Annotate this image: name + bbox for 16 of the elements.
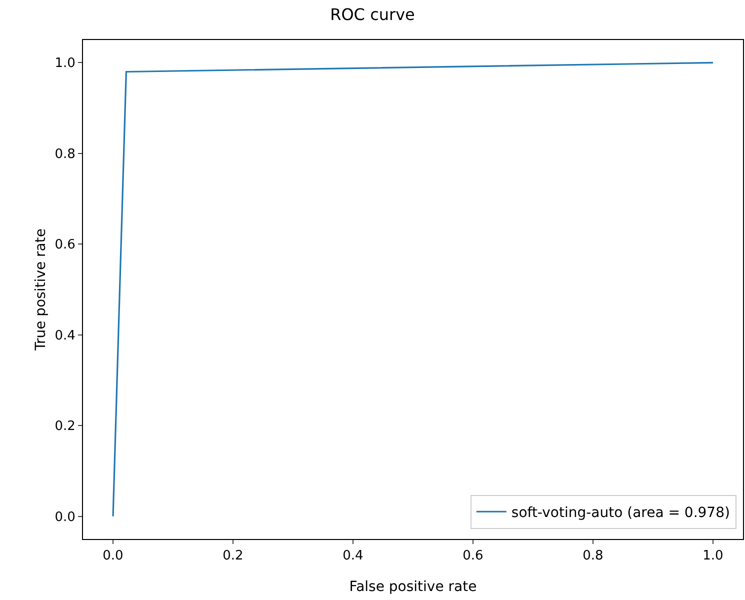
x-tick-label: 1.0 [702, 548, 724, 564]
x-axis-title: False positive rate [349, 579, 477, 595]
y-tick-label: 0.8 [54, 146, 76, 162]
y-tick-label: 0.6 [54, 238, 76, 253]
y-tick-label: 0.2 [54, 419, 76, 434]
x-tick-label: 0.2 [222, 548, 244, 564]
y-tick-label: 0.0 [54, 510, 76, 525]
y-tick-label: 0.4 [54, 328, 76, 344]
legend-label: soft-voting-auto (area = 0.978) [511, 505, 730, 522]
chart-title: ROC curve [330, 5, 415, 24]
y-axis-title: True positive rate [33, 228, 49, 352]
x-tick-label: 0.6 [462, 548, 484, 564]
x-tick-label: 0.4 [342, 548, 364, 564]
x-tick-label: 0.8 [582, 548, 604, 564]
y-tick-label: 1.0 [54, 56, 76, 72]
x-tick-label: 0.0 [102, 548, 124, 564]
